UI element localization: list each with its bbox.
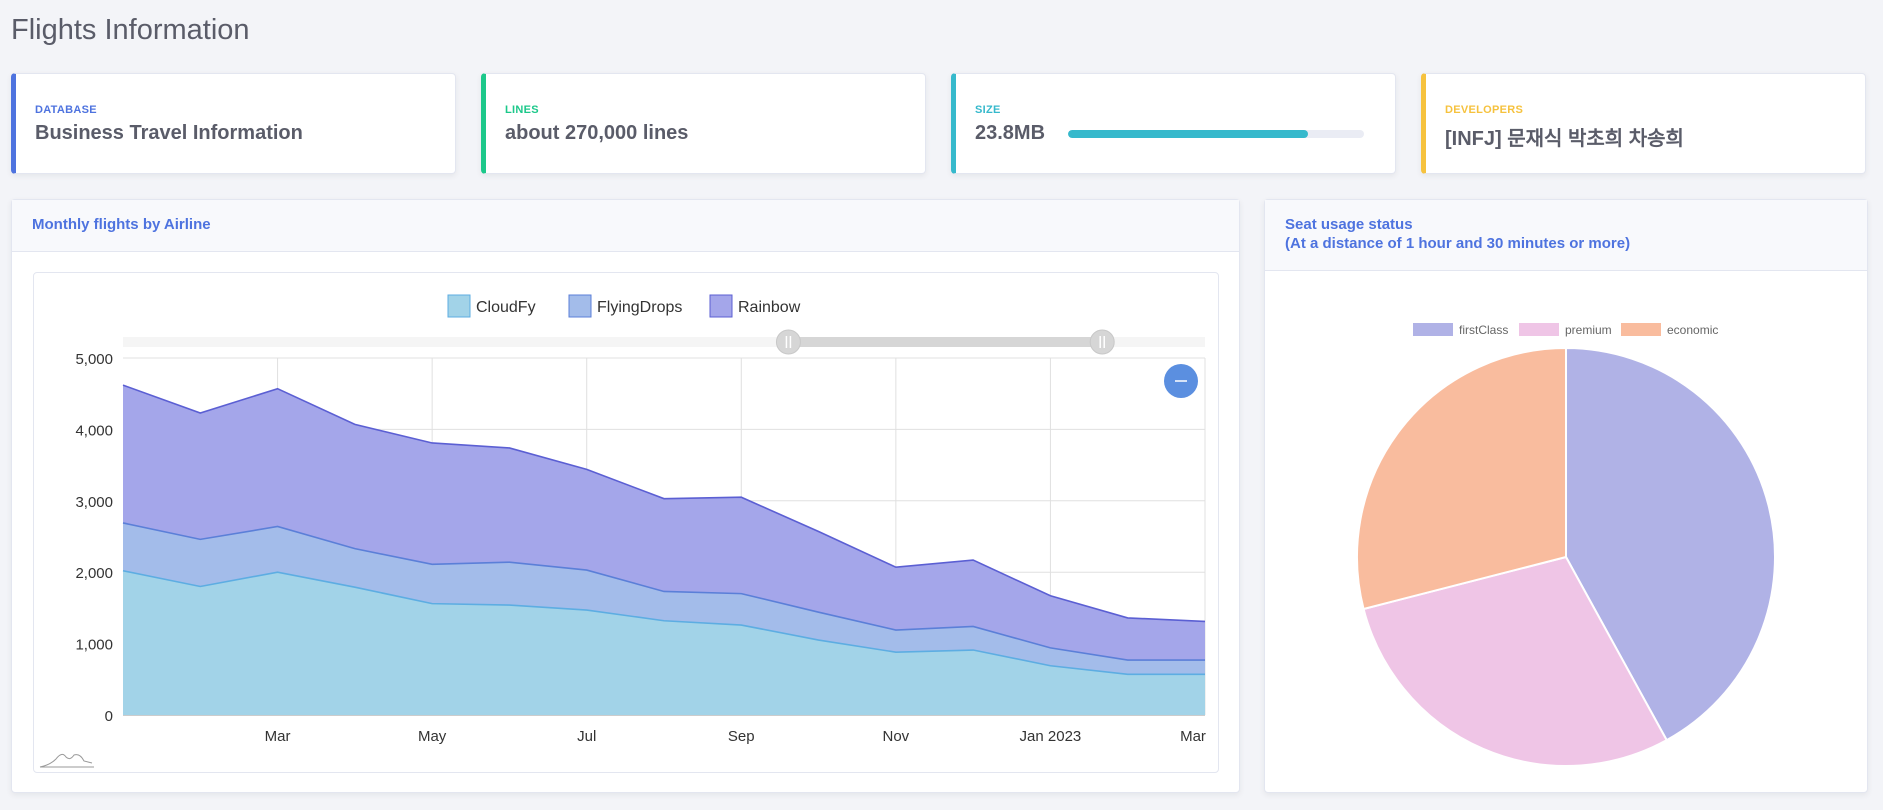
size-progress-fill — [1068, 130, 1308, 138]
pie-legend-swatch — [1621, 323, 1661, 336]
x-tick-label: Mar — [265, 728, 291, 745]
pie-slice-premium[interactable] — [1362, 555, 1669, 767]
legend-item-rainbow[interactable]: Rainbow — [709, 294, 801, 318]
pie-legend-swatch — [1519, 323, 1559, 336]
pie-slice-economic[interactable] — [1356, 346, 1567, 611]
area-rainbow — [123, 385, 1205, 661]
y-tick-label: 3,000 — [75, 494, 113, 511]
lines-value: about 270,000 lines — [505, 122, 689, 144]
line-flyingdrops — [122, 522, 1205, 661]
developers-card: DEVELOPERS [INFJ] 문재식 박초희 차송희 — [1421, 73, 1866, 174]
size-label: SIZE — [975, 104, 1001, 116]
pie-legend-item-economic[interactable]: economic — [1621, 323, 1718, 337]
legend-swatch — [709, 294, 733, 318]
legend-label: CloudFy — [476, 299, 536, 316]
data-zoom-slider[interactable] — [123, 329, 1205, 355]
area-cloudfy — [123, 570, 1205, 715]
pie-legend-label: premium — [1565, 323, 1612, 337]
seat-usage-title: Seat usage status (At a distance of 1 ho… — [1265, 200, 1867, 271]
line-rainbow — [122, 384, 1206, 623]
size-card: SIZE 23.8MB — [951, 73, 1396, 174]
legend-label: Rainbow — [738, 299, 801, 316]
y-tick-label: 5,000 — [75, 351, 113, 368]
seat-usage-title-line1: Seat usage status — [1285, 216, 1413, 233]
developers-label: DEVELOPERS — [1445, 104, 1524, 116]
zoom-handle[interactable] — [775, 329, 801, 355]
database-value: Business Travel Information — [35, 122, 303, 144]
pie-legend-label: economic — [1667, 323, 1718, 337]
size-value: 23.8MB — [975, 122, 1046, 144]
legend-item-flyingdrops[interactable]: FlyingDrops — [568, 294, 682, 318]
database-card: DATABASE Business Travel Information — [11, 73, 456, 174]
y-tick-label: 4,000 — [75, 422, 113, 439]
zoom-range[interactable] — [788, 337, 1103, 347]
y-tick-label: 1,000 — [75, 637, 113, 654]
lines-label: LINES — [505, 104, 539, 116]
zoom-handle[interactable] — [1089, 329, 1115, 355]
x-tick-label: May — [418, 728, 447, 745]
pie-legend-swatch — [1413, 323, 1453, 336]
developers-value: [INFJ] 문재식 박초희 차송희 — [1445, 128, 1684, 150]
pie-legend-label: firstClass — [1459, 323, 1508, 337]
zoom-track — [123, 337, 1205, 347]
legend-item-cloudfy[interactable]: CloudFy — [447, 294, 536, 318]
seat-usage-panel: Seat usage status (At a distance of 1 ho… — [1264, 199, 1868, 793]
y-tick-label: 0 — [105, 708, 113, 725]
area-series-group — [122, 384, 1206, 715]
y-tick-label: 2,000 — [75, 565, 113, 582]
minus-icon[interactable] — [1164, 364, 1198, 398]
legend-swatch — [568, 294, 592, 318]
pie-legend-item-firstclass[interactable]: firstClass — [1413, 323, 1508, 337]
line-cloudfy — [122, 569, 1205, 676]
area-flyingdrops — [123, 522, 1205, 675]
seat-usage-title-line2: (At a distance of 1 hour and 30 minutes … — [1285, 235, 1631, 252]
x-tick-label: Jul — [577, 728, 596, 745]
thumbnail-sparkline — [39, 753, 93, 768]
pie-chart: firstClass premium economic — [1356, 323, 1776, 767]
monthly-flights-panel: Monthly flights by Airline 0 1,000 2,000 3,… — [11, 199, 1240, 793]
pie-slice-firstclass[interactable] — [1565, 346, 1776, 742]
legend-label: FlyingDrops — [597, 299, 682, 316]
lines-card: LINES about 270,000 lines — [481, 73, 926, 174]
x-tick-label: Sep — [728, 728, 755, 745]
x-tick-label: Nov — [883, 728, 910, 745]
pie-legend-item-premium[interactable]: premium — [1519, 323, 1612, 337]
x-tick-label: Mar — [1180, 728, 1206, 745]
monthly-flights-title: Monthly flights by Airline — [12, 200, 1239, 252]
area-chart-container: 0 1,000 2,000 3,000 4,000 5,000 Mar May Jul Sep No… — [33, 272, 1219, 773]
page-title: Flights Information — [11, 14, 250, 46]
x-tick-label: Jan 2023 — [1020, 728, 1082, 745]
legend-swatch — [447, 294, 471, 318]
size-progress-bar — [1068, 130, 1364, 138]
database-label: DATABASE — [35, 104, 97, 116]
area-chart: 0 1,000 2,000 3,000 4,000 5,000 Mar May Jul Sep No… — [39, 294, 1206, 768]
